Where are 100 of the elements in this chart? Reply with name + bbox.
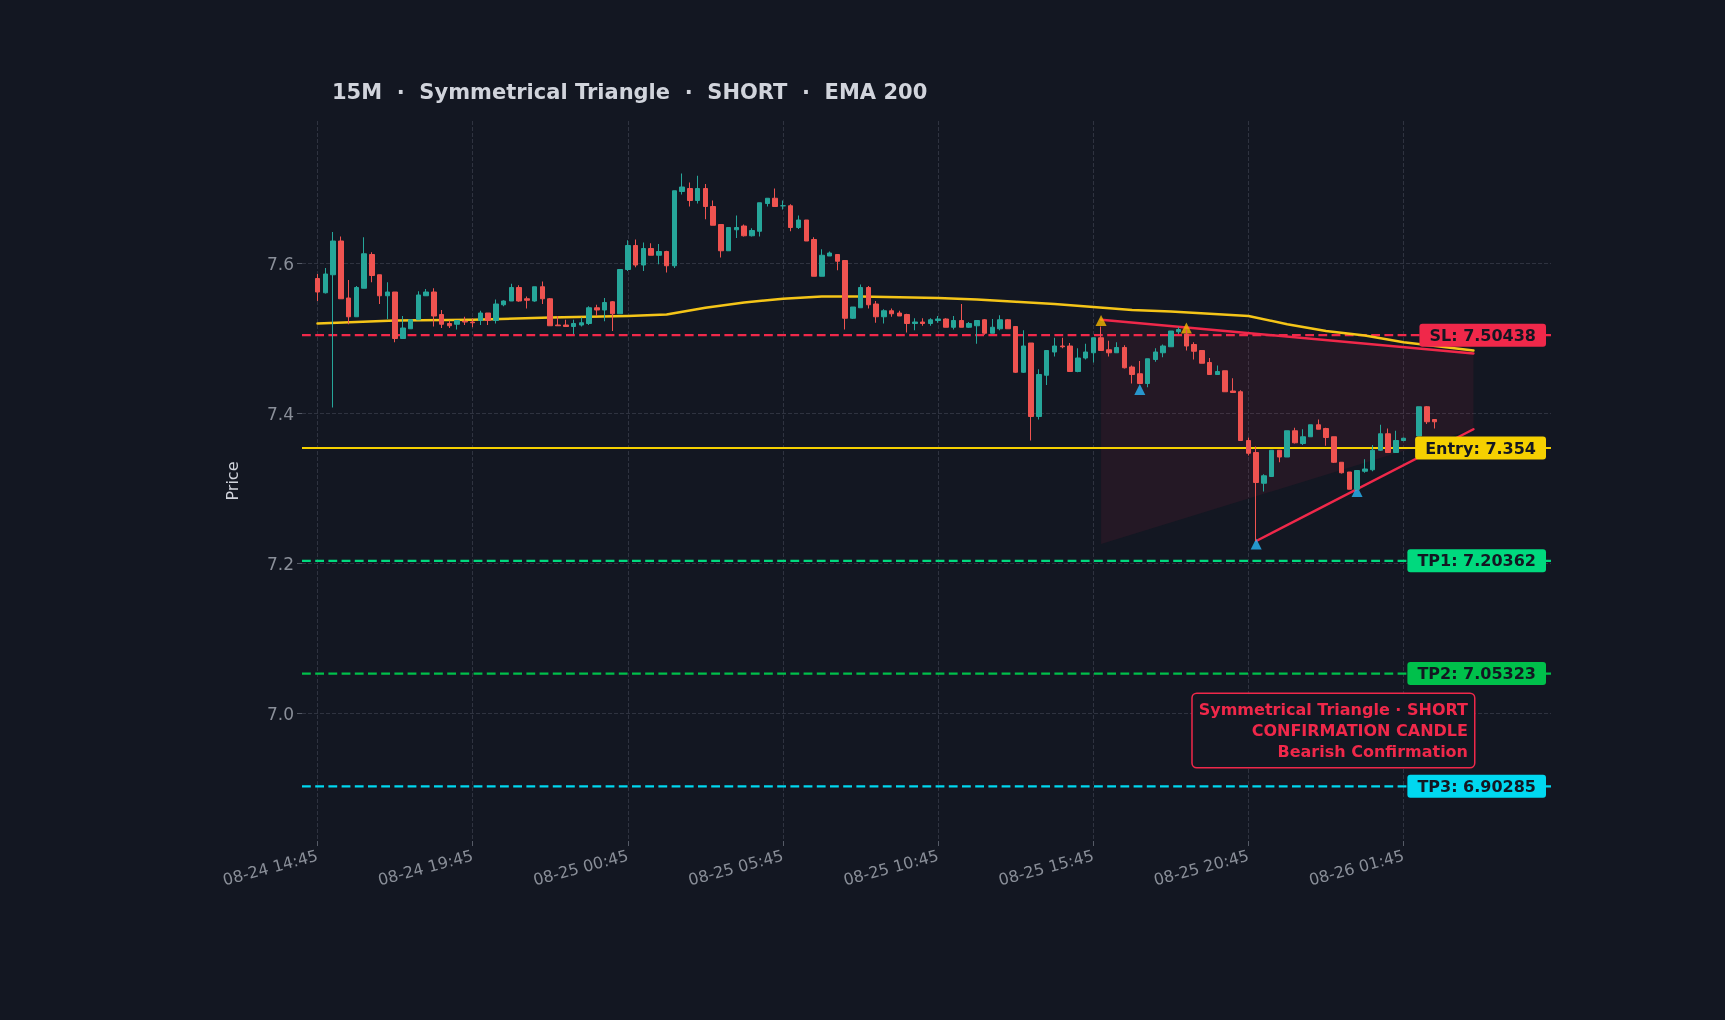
candlestick	[1044, 350, 1049, 386]
candlestick	[842, 260, 848, 330]
candlestick	[1083, 343, 1088, 360]
candlestick	[1277, 449, 1282, 463]
candlestick	[1385, 428, 1391, 453]
candlestick	[873, 300, 879, 324]
candlestick	[710, 200, 716, 226]
candlestick	[1269, 449, 1274, 477]
candlestick	[897, 310, 902, 317]
candlestick	[1176, 326, 1181, 335]
candlestick	[555, 315, 561, 327]
candlestick	[990, 318, 995, 334]
ref-line-label: TP2: 7.05323	[1417, 664, 1536, 684]
candlestick	[1261, 473, 1267, 492]
candlestick	[563, 319, 569, 327]
candlestick	[819, 248, 825, 277]
candlestick	[1067, 342, 1073, 372]
candlestick	[982, 318, 987, 336]
candlestick	[470, 317, 475, 328]
annotation: Symmetrical Triangle · SHORT	[1198, 700, 1469, 719]
candlestick	[951, 315, 956, 330]
candlestick	[1013, 326, 1018, 374]
candlestick	[866, 285, 871, 309]
candlestick	[1230, 377, 1236, 393]
candlestick	[1300, 428, 1306, 446]
candlestick	[485, 312, 491, 326]
candlestick	[431, 287, 437, 327]
candlestick	[625, 239, 631, 272]
candlestick	[1153, 347, 1158, 363]
candlestick	[741, 224, 747, 237]
candlestick	[796, 215, 801, 230]
candlestick	[1091, 337, 1096, 363]
candlestick	[532, 286, 537, 303]
candlestick	[718, 224, 724, 258]
candlestick	[757, 202, 762, 237]
candlestick	[726, 227, 731, 252]
candlestick	[1246, 437, 1251, 456]
x-tick-label: 08-24 14:45	[220, 845, 320, 890]
candlestick	[1253, 446, 1259, 542]
candlestick	[679, 173, 685, 195]
y-tick-label: 7.0	[266, 703, 294, 724]
candlestick	[385, 281, 390, 320]
y-tick-label: 7.2	[266, 553, 294, 574]
candlestick	[912, 317, 918, 331]
candlestick	[1028, 342, 1034, 441]
candlestick	[571, 319, 576, 335]
candlestick	[772, 188, 778, 207]
annotation: CONFIRMATION CANDLE	[1251, 721, 1468, 740]
candlestick	[935, 315, 941, 324]
candlestick	[516, 284, 522, 303]
candlestick	[1160, 344, 1166, 358]
candlestick	[1292, 427, 1298, 444]
candlestick	[641, 242, 646, 272]
candlestick	[330, 231, 336, 408]
candlestick	[369, 251, 375, 283]
candlestick	[1168, 330, 1174, 348]
candlestick	[664, 250, 669, 273]
candlestick	[1354, 470, 1360, 490]
candlestick	[610, 300, 615, 332]
candlestick	[827, 251, 832, 257]
candlestick	[1393, 430, 1399, 453]
candlestick	[361, 236, 367, 289]
x-tick-label: 08-26 01:45	[1306, 845, 1407, 890]
candlestick	[1184, 329, 1189, 351]
candlestick	[1114, 341, 1119, 354]
candlestick	[579, 317, 584, 327]
candlestick	[408, 318, 413, 330]
candlestick	[338, 236, 344, 300]
candlestick	[1106, 340, 1112, 357]
candlestick	[959, 303, 964, 328]
candlestick	[687, 182, 693, 207]
candlestick	[749, 227, 755, 237]
candlestick	[695, 175, 700, 204]
candlestick	[354, 285, 359, 318]
candlestick	[811, 236, 817, 277]
x-tick-label: 08-25 15:45	[996, 845, 1096, 890]
candlestick	[1122, 344, 1127, 369]
candlestick	[1284, 430, 1290, 458]
candlestick	[1075, 347, 1081, 373]
candlestick	[493, 299, 499, 324]
candlestick	[462, 316, 468, 326]
candlestick	[672, 190, 677, 269]
candlestick	[509, 283, 514, 302]
candlestick	[1370, 444, 1375, 472]
ref-line-label: Entry: 7.354	[1425, 438, 1536, 458]
candlestick	[423, 288, 429, 297]
chart-title: 15M · Symmetrical Triangle · SHORT · EMA 200	[332, 79, 928, 104]
candlestick	[974, 320, 980, 345]
candlestick	[804, 219, 809, 242]
candlestick	[1021, 329, 1026, 374]
candlestick	[540, 281, 545, 305]
candlestick	[928, 317, 933, 327]
candlestick	[478, 310, 483, 326]
candlestick	[889, 308, 894, 318]
candlestick	[1323, 427, 1329, 447]
candlestick	[323, 267, 328, 294]
candlestick	[1036, 368, 1042, 420]
candlestick	[966, 321, 972, 329]
candlestick	[447, 320, 452, 329]
candlestick	[780, 200, 786, 210]
